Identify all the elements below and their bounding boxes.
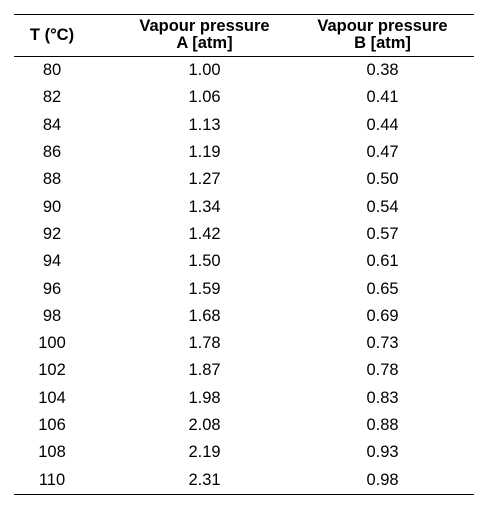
pressure-a-cell: 1.00: [188, 61, 221, 80]
pressure-b-cell: 0.38: [366, 61, 399, 80]
table-row: 108 2.19 0.93: [14, 439, 474, 466]
pressure-b-cell: 0.41: [366, 88, 399, 107]
pressure-b-cell: 0.57: [366, 224, 399, 243]
pressure-a-cell: 1.27: [188, 170, 221, 189]
table-header: T (°C) Vapour pressure A [atm] Vapour pr…: [14, 14, 474, 57]
pressure-a-cell: 1.06: [188, 88, 221, 107]
header-pressure-a-line2: A [atm]: [176, 34, 233, 52]
temperature-cell: 96: [42, 279, 62, 298]
pressure-b-cell: 0.54: [366, 197, 399, 216]
pressure-a-cell: 2.08: [188, 416, 221, 434]
table-row: 80 1.00 0.38: [14, 57, 474, 85]
table-row: 94 1.50 0.61: [14, 248, 474, 275]
table-row: 100 1.78 0.73: [14, 330, 474, 357]
pressure-a-cell: 2.31: [188, 470, 221, 489]
table-row: 96 1.59 0.65: [14, 275, 474, 302]
pressure-a-cell: 1.19: [188, 143, 221, 162]
table-row: 102 1.87 0.78: [14, 357, 474, 384]
table-row: 106 2.08 0.88: [14, 412, 474, 439]
pressure-a-cell: 1.68: [188, 306, 221, 325]
table-row: 110 2.31 0.98: [14, 466, 474, 495]
header-temperature: T (°C): [14, 15, 118, 57]
pressure-b-cell: 0.78: [366, 361, 399, 380]
temperature-cell: 110: [38, 470, 66, 489]
vapour-pressure-table: T (°C) Vapour pressure A [atm] Vapour pr…: [14, 14, 474, 495]
temperature-cell: 92: [42, 224, 62, 243]
pressure-b-cell: 0.88: [366, 416, 399, 434]
temperature-cell: 86: [42, 143, 62, 162]
pressure-b-cell: 0.69: [366, 306, 399, 325]
temperature-cell: 108: [38, 443, 66, 462]
pressure-a-cell: 1.42: [188, 224, 221, 243]
header-pressure-a-line1: Vapour pressure: [139, 17, 270, 35]
header-pressure-a: Vapour pressure A [atm]: [118, 15, 291, 57]
pressure-b-cell: 0.93: [366, 443, 399, 462]
pressure-b-cell: 0.98: [366, 470, 399, 489]
pressure-b-cell: 0.83: [366, 388, 399, 407]
temperature-cell: 104: [38, 388, 66, 407]
table-row: 82 1.06 0.41: [14, 84, 474, 111]
temperature-cell: 102: [38, 361, 66, 380]
header-row: T (°C) Vapour pressure A [atm] Vapour pr…: [14, 14, 474, 57]
table-row: 88 1.27 0.50: [14, 166, 474, 193]
temperature-cell: 82: [42, 88, 62, 107]
header-pressure-b: Vapour pressure B [atm]: [291, 15, 474, 57]
table-row: 104 1.98 0.83: [14, 385, 474, 412]
temperature-cell: 100: [38, 334, 66, 353]
pressure-a-cell: 2.19: [188, 443, 221, 462]
pressure-b-cell: 0.44: [366, 115, 399, 134]
header-pressure-b-line1: Vapour pressure: [317, 17, 448, 35]
table-row: 92 1.42 0.57: [14, 221, 474, 248]
temperature-cell: 84: [42, 115, 62, 134]
header-temperature-label: T (°C): [29, 25, 75, 44]
temperature-cell: 106: [38, 416, 66, 434]
table-row: 98 1.68 0.69: [14, 303, 474, 330]
table-body: 80 1.00 0.38 82 1.06 0.41 84 1.13 0.44 86 1.19 0.47…: [14, 57, 474, 495]
pressure-a-cell: 1.87: [188, 361, 221, 380]
temperature-cell: 88: [42, 170, 62, 189]
temperature-cell: 80: [42, 61, 62, 80]
table-row: 86 1.19 0.47: [14, 139, 474, 166]
temperature-cell: 90: [42, 197, 62, 216]
pressure-b-cell: 0.50: [366, 170, 399, 189]
pressure-b-cell: 0.73: [366, 334, 399, 353]
pressure-a-cell: 1.34: [188, 197, 221, 216]
pressure-a-cell: 1.78: [188, 334, 221, 353]
table-row: 84 1.13 0.44: [14, 112, 474, 139]
table-row: 90 1.34 0.54: [14, 193, 474, 220]
pressure-a-cell: 1.98: [188, 388, 221, 407]
vapour-pressure-table-container: T (°C) Vapour pressure A [atm] Vapour pr…: [14, 14, 474, 495]
temperature-cell: 98: [42, 306, 62, 325]
pressure-a-cell: 1.50: [188, 252, 221, 271]
pressure-b-cell: 0.61: [366, 252, 399, 271]
temperature-cell: 94: [42, 252, 62, 271]
pressure-a-cell: 1.59: [188, 279, 221, 298]
pressure-a-cell: 1.13: [188, 115, 221, 134]
pressure-b-cell: 0.47: [366, 143, 399, 162]
pressure-b-cell: 0.65: [366, 279, 399, 298]
header-pressure-b-line2: B [atm]: [354, 34, 411, 52]
